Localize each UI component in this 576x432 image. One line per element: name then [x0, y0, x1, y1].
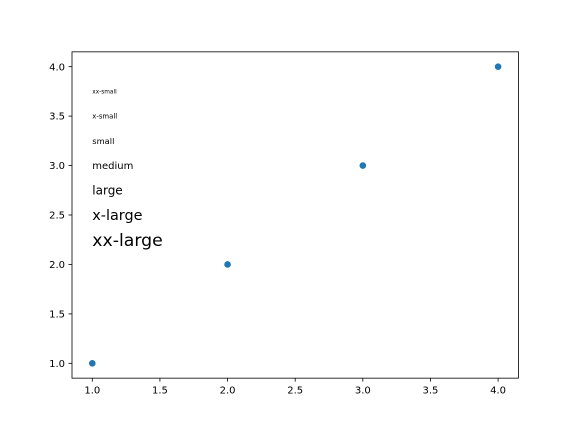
text-annotation: xx-large — [92, 231, 162, 251]
x-tick-label: 1.0 — [84, 386, 100, 397]
y-tick-label: 2.5 — [49, 211, 65, 222]
axes-frame — [71, 51, 519, 379]
y-tick-label: 3.0 — [49, 161, 65, 172]
scatter-point — [494, 63, 502, 70]
x-tick-label: 4.0 — [490, 386, 506, 397]
y-tick-label: 4.0 — [49, 62, 65, 73]
x-tick-label: 3.5 — [423, 386, 439, 397]
text-annotation: small — [92, 136, 114, 146]
scatter-point — [224, 261, 231, 268]
y-axis: 1.0 1.5 2.0 2.5 3.0 3.5 4.0 — [49, 62, 72, 370]
text-annotation: x-large — [92, 208, 142, 224]
text-annotation: medium — [92, 161, 133, 172]
text-annotation: xx-small — [92, 89, 117, 95]
scatter-point — [359, 162, 367, 169]
data-points — [88, 63, 502, 367]
x-tick-label: 2.0 — [220, 386, 236, 397]
y-tick-label: 2.0 — [49, 260, 65, 271]
text-annotations: xx-small x-small small medium large x-large xx… — [92, 89, 162, 250]
y-tick-label: 1.5 — [49, 309, 65, 320]
y-tick-label: 1.0 — [49, 359, 65, 370]
x-tick-label: 1.5 — [152, 386, 168, 397]
x-axis: 1.0 1.5 2.0 2.5 3.0 3.5 4.0 — [84, 378, 506, 397]
x-tick-label: 3.0 — [355, 386, 371, 397]
text-annotation: large — [92, 184, 122, 198]
y-tick-label: 3.5 — [49, 112, 65, 123]
scatter-point — [88, 360, 96, 367]
x-tick-label: 2.5 — [287, 386, 303, 397]
text-annotation: x-small — [92, 113, 117, 121]
